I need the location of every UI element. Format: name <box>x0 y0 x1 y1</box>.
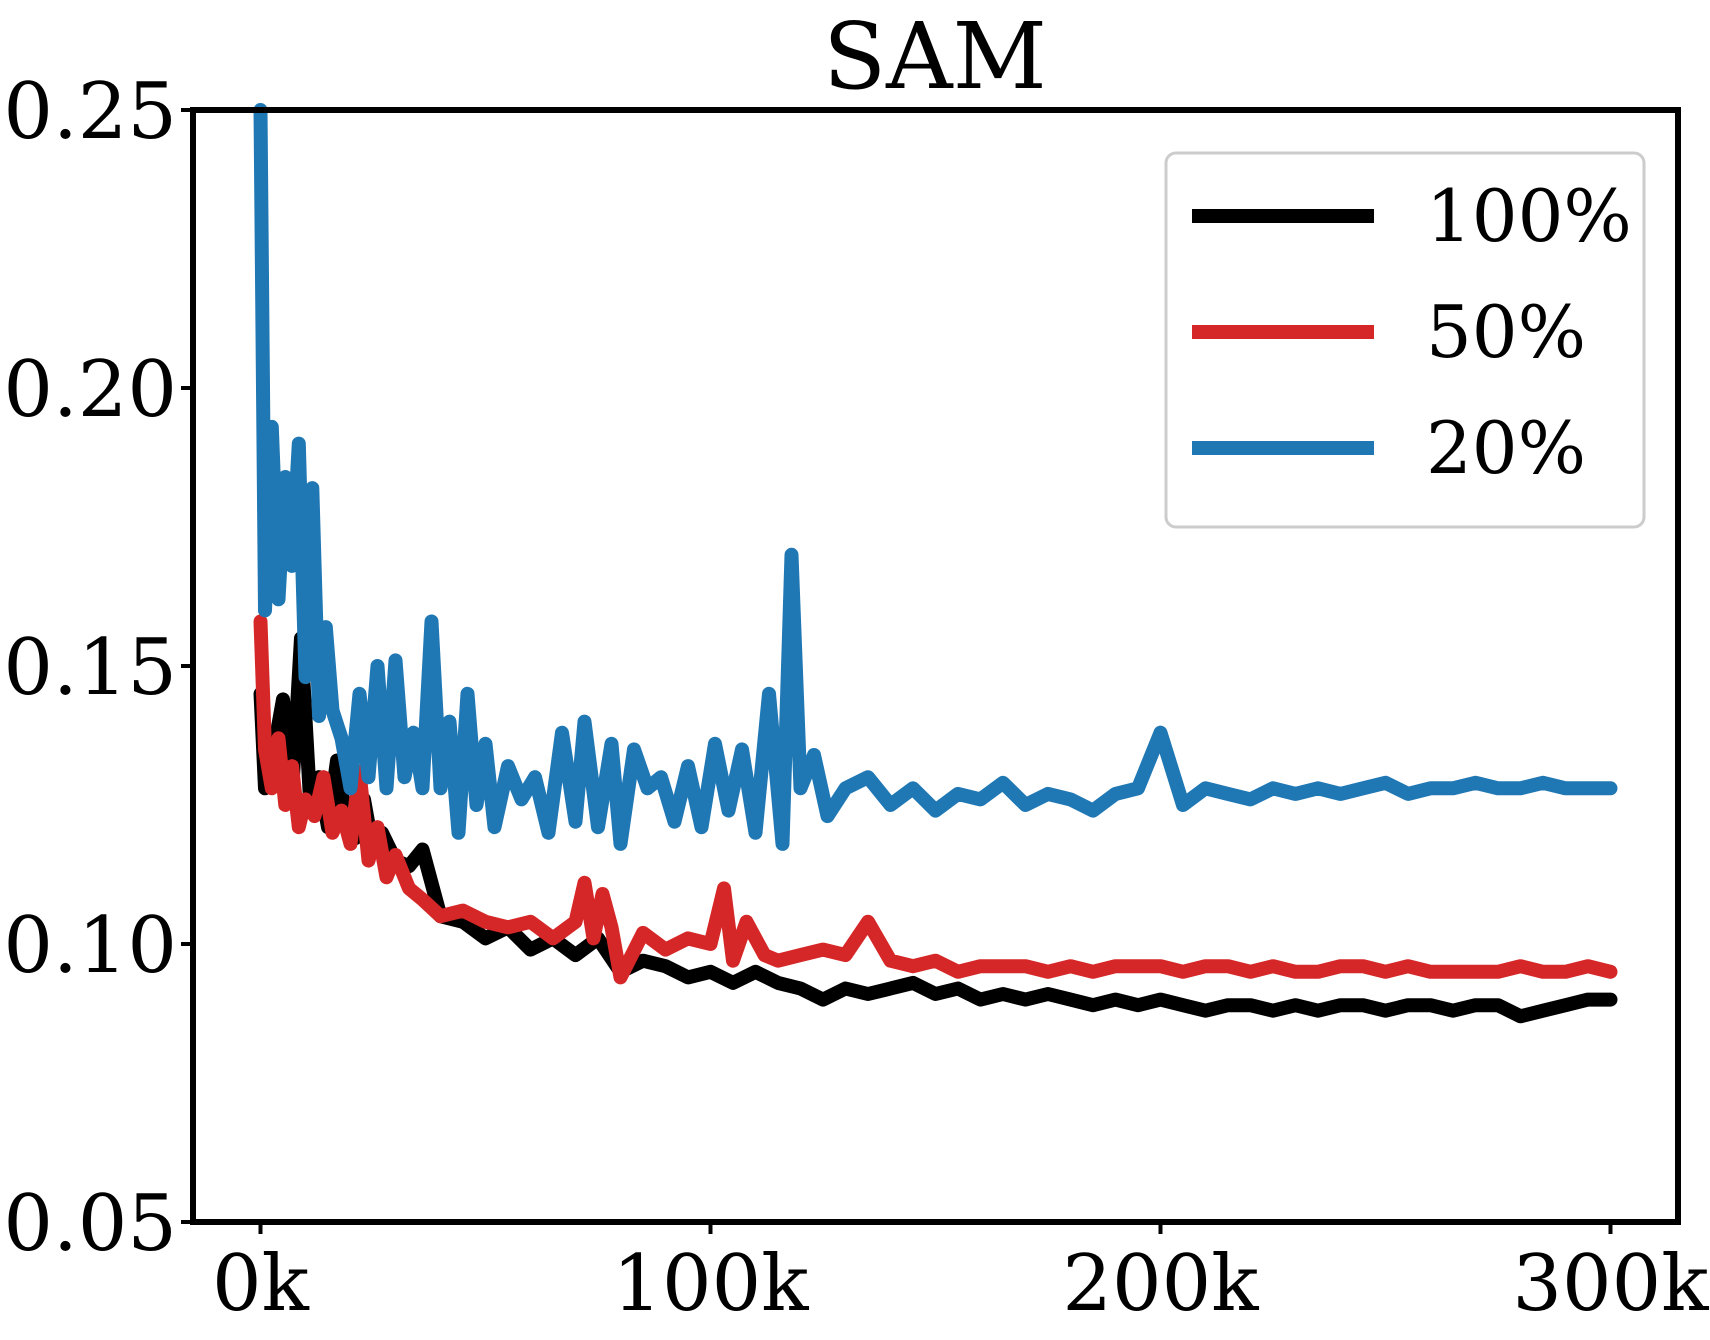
legend: 100% 50% 20% <box>1164 151 1646 529</box>
x-tick-label: 100k <box>612 1239 809 1329</box>
y-tick-label: 0.05 <box>3 1179 177 1269</box>
x-tick-label: 200k <box>1062 1239 1259 1329</box>
y-tick-label: 0.15 <box>3 623 177 713</box>
y-tick-label: 0.20 <box>3 345 177 435</box>
legend-label: 50% <box>1426 290 1586 374</box>
legend-label: 20% <box>1426 406 1586 490</box>
series-line-1 <box>253 614 1618 985</box>
y-tick-label: 0.10 <box>3 901 177 991</box>
y-tick-label: 0.25 <box>3 67 177 157</box>
plot-frame <box>190 107 1681 1225</box>
legend-box <box>1164 151 1646 529</box>
x-tick-label: 0k <box>212 1239 310 1329</box>
series-line-2 <box>253 103 1618 851</box>
plot-area <box>253 103 1618 1024</box>
chart-title: SAM <box>823 3 1047 110</box>
x-axis: 0k 100k 200k 300k <box>212 1222 1709 1329</box>
y-axis: 0.05 0.10 0.15 0.20 0.25 <box>3 67 193 1269</box>
legend-label: 100% <box>1426 174 1632 258</box>
x-tick-label: 300k <box>1512 1239 1709 1329</box>
